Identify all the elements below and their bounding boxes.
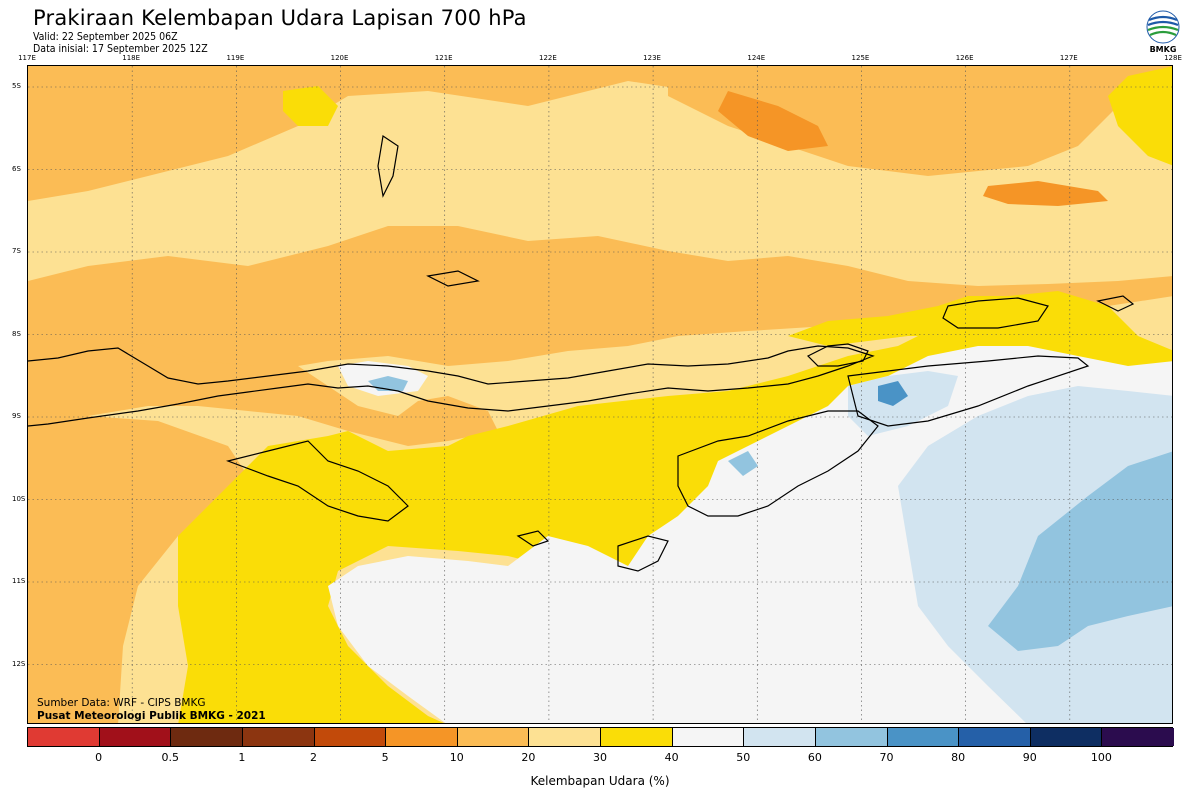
humid-band-40-50-timor-north bbox=[788, 296, 1078, 346]
longitude-label: 128E bbox=[1164, 54, 1182, 62]
latitude-label: 5S bbox=[12, 82, 21, 90]
gridlines bbox=[28, 66, 1172, 723]
humid-band-40-50-northeast bbox=[1108, 66, 1172, 166]
colorbar-label: Kelembapan Udara (%) bbox=[530, 774, 670, 788]
colorbar-tick-label: 2 bbox=[310, 751, 317, 764]
colorbar-tick-label: 1 bbox=[238, 751, 246, 764]
logo-text: BMKG bbox=[1149, 45, 1177, 54]
colorbar-segment bbox=[529, 728, 601, 746]
colorbar-segment bbox=[99, 728, 172, 746]
longitude-label: 123E bbox=[643, 54, 661, 62]
colorbar-segment bbox=[314, 728, 387, 746]
longitude-label: 126E bbox=[955, 54, 974, 62]
colorbar-tick-label: 90 bbox=[1022, 751, 1037, 764]
colorbar-segment bbox=[386, 728, 458, 746]
colorbar-tick-label: 20 bbox=[521, 751, 536, 764]
longitude-label: 120E bbox=[330, 54, 349, 62]
colorbar-segment bbox=[959, 728, 1031, 746]
colorbar-tick-label: 50 bbox=[736, 751, 751, 764]
colorbar-tick-label: 0 bbox=[95, 751, 103, 764]
longitude-label: 125E bbox=[851, 54, 870, 62]
colorbar bbox=[27, 727, 1174, 747]
longitude-label: 117E bbox=[18, 54, 36, 62]
longitude-label: 124E bbox=[747, 54, 766, 62]
humid-band-60-70-timor bbox=[848, 371, 958, 436]
colorbar-tick-label: 80 bbox=[951, 751, 966, 764]
latitude-label: 12S bbox=[12, 659, 26, 668]
colorbar-tick-label: 40 bbox=[664, 751, 679, 764]
humid-band-10-20-northeast bbox=[718, 91, 828, 151]
humid-band-10-20-east bbox=[983, 181, 1108, 206]
colorbar-tick-label: 100 bbox=[1090, 751, 1112, 764]
humid-band-20-30-mid bbox=[28, 226, 1172, 411]
colorbar-segment bbox=[1030, 728, 1103, 746]
colorbar-segment bbox=[28, 728, 100, 746]
humidity-field bbox=[28, 66, 1172, 723]
colorbar-tick-label: 0.5 bbox=[161, 751, 180, 764]
colorbar-segment bbox=[601, 728, 673, 746]
humid-band-20-30-east bbox=[668, 66, 1172, 176]
colorbar-segment bbox=[171, 728, 243, 746]
latitude-label: 7S bbox=[12, 247, 21, 255]
humid-band-70-80-east bbox=[988, 451, 1172, 651]
colorbar-segment bbox=[815, 728, 888, 746]
colorbar-segment bbox=[1102, 728, 1174, 746]
longitude-label: 127E bbox=[1059, 54, 1078, 62]
coastlines bbox=[28, 134, 1135, 572]
latitude-label: 8S bbox=[12, 329, 21, 338]
bmkg-logo-icon bbox=[1146, 10, 1180, 44]
humid-band-20-30-west bbox=[28, 411, 248, 723]
colorbar-segment bbox=[744, 728, 816, 746]
colorbar-tick-label: 30 bbox=[593, 751, 607, 764]
humid-spot-40-50-north bbox=[283, 86, 338, 126]
latitude-label: 6S bbox=[12, 164, 21, 173]
longitude-label: 121E bbox=[434, 54, 453, 62]
longitude-label: 122E bbox=[539, 54, 557, 62]
colorbar-segment bbox=[672, 728, 745, 746]
latitude-label: 9S bbox=[12, 412, 21, 420]
colorbar-tick-label: 5 bbox=[381, 751, 389, 764]
colorbar-segment bbox=[242, 728, 315, 746]
colorbar-segment bbox=[887, 728, 960, 746]
longitude-label: 119E bbox=[226, 54, 245, 62]
latitude-label: 10S bbox=[12, 494, 26, 503]
valid-time: Valid: 22 September 2025 06Z bbox=[33, 31, 178, 43]
colorbar-segment bbox=[457, 728, 530, 746]
humidity-map bbox=[27, 65, 1173, 724]
humid-spot-70-80-timor bbox=[878, 381, 908, 406]
latitude-label: 11S bbox=[12, 577, 26, 585]
humid-spot-70-80-flores bbox=[728, 451, 758, 476]
colorbar-tick-label: 60 bbox=[807, 751, 822, 764]
colorbar-tick-label: 70 bbox=[879, 751, 894, 764]
map-title: Prakiraan Kelembapan Udara Lapisan 700 h… bbox=[33, 6, 527, 30]
init-time: Data inisial: 17 September 2025 12Z bbox=[33, 43, 208, 55]
colorbar-tick-label: 10 bbox=[449, 751, 464, 764]
longitude-label: 118E bbox=[122, 54, 141, 62]
source-data: Sumber Data: WRF - CIPS BMKG bbox=[37, 697, 206, 709]
source-credit: Pusat Meteorologi Publik BMKG - 2021 bbox=[37, 710, 266, 722]
